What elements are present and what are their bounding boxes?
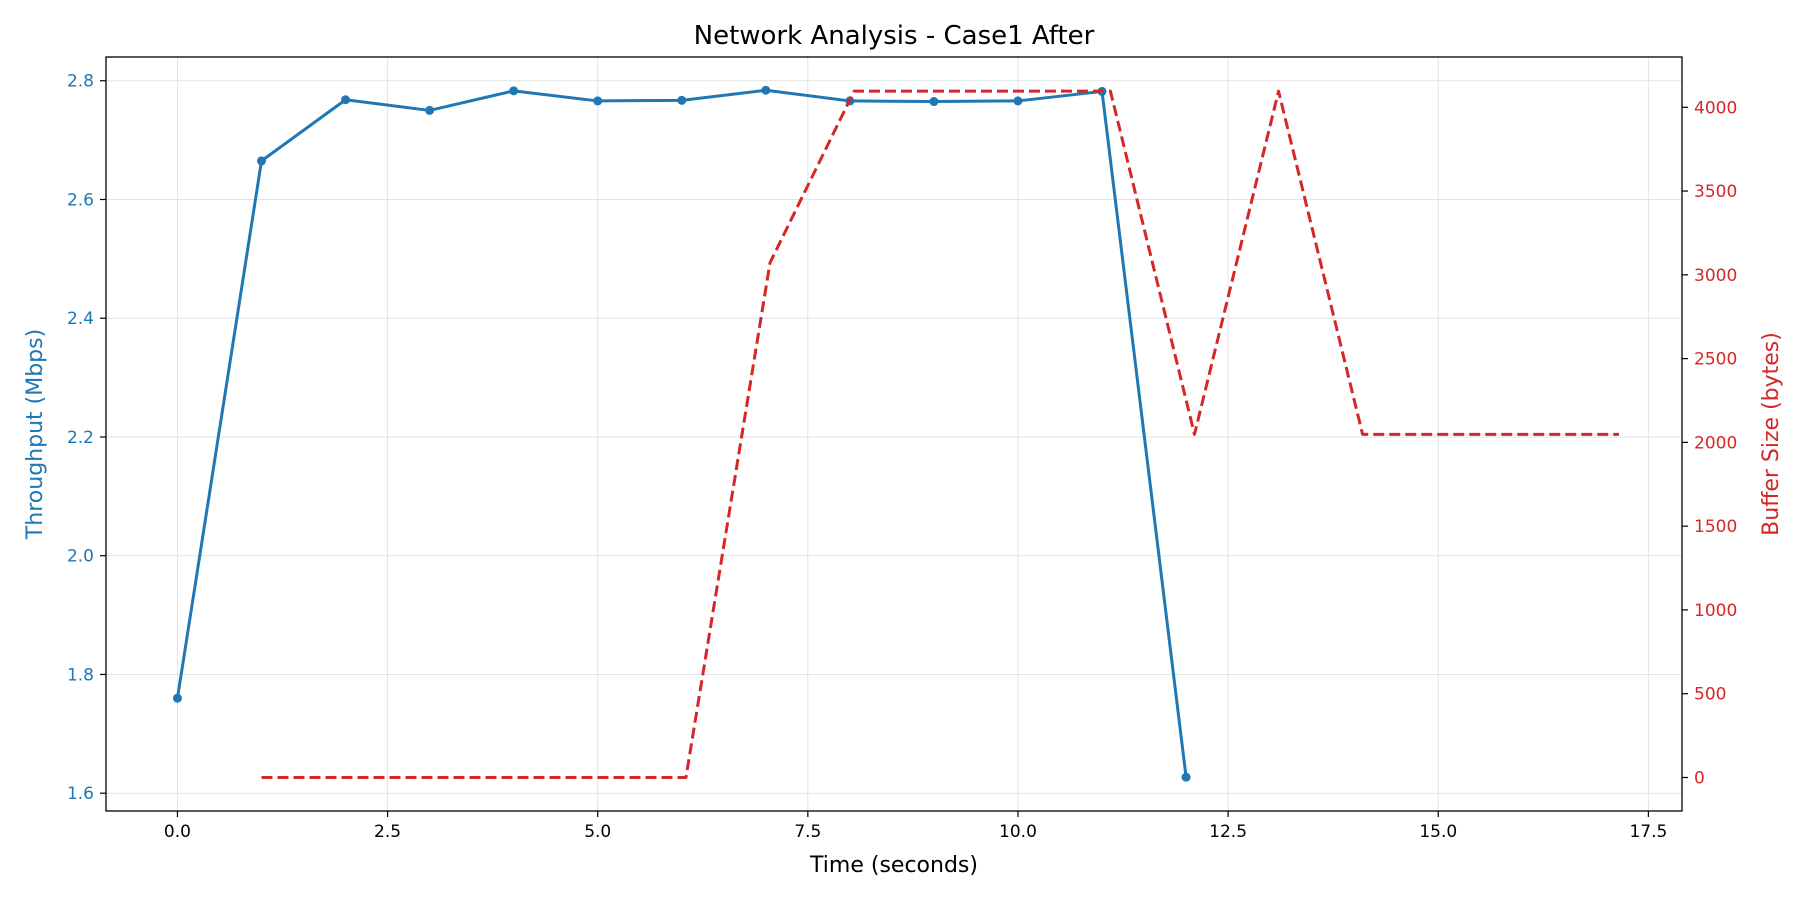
throughput-point [677,95,687,105]
throughput-point [761,85,771,95]
left-y-tick-label: 2.8 [67,72,94,92]
throughput-point [341,95,351,105]
x-tick-label: 10.0 [999,822,1037,842]
right-y-tick-label: 4000 [1694,98,1737,118]
right-y-tick-label: 3000 [1694,266,1737,286]
right-y-tick-label: 2000 [1694,433,1737,453]
left-y-tick-label: 2.2 [67,428,94,448]
x-tick-label: 7.5 [794,822,821,842]
throughput-point [929,97,939,107]
right-y-tick-label: 1500 [1694,517,1737,537]
right-y-axis-title: Buffer Size (bytes) [1759,332,1784,536]
left-y-axis-title: Throughput (Mbps) [23,329,48,540]
right-y-tick-label: 1000 [1694,601,1737,621]
chart-title: Network Analysis - Case1 After [694,21,1095,51]
right-y-tick-label: 2500 [1694,350,1737,370]
x-tick-label: 2.5 [374,822,401,842]
throughput-point [1013,96,1023,106]
right-y-tick-label: 0 [1694,768,1705,788]
left-y-tick-label: 2.4 [67,309,94,329]
throughput-point [509,86,519,96]
throughput-point [425,105,435,115]
left-y-tick-label: 2.0 [67,547,94,567]
throughput-point [172,693,182,703]
x-axis-title: Time (seconds) [809,853,978,878]
x-tick-label: 15.0 [1419,822,1457,842]
ticks-layer: 0.0 2.5 5.0 7.5 10.0 12.5 15.0 17.5 1.6 1.8 2.0 2.2… [67,72,1737,842]
x-tick-label: 12.5 [1209,822,1247,842]
throughput-point [593,96,603,106]
x-tick-label: 17.5 [1629,822,1667,842]
right-y-tick-label: 3500 [1694,182,1737,202]
x-tick-label: 0.0 [164,822,191,842]
plot-frame [105,56,1683,812]
throughput-point [256,156,266,166]
series-layer [172,85,1619,782]
left-y-tick-label: 1.8 [67,665,94,685]
left-y-tick-label: 1.6 [67,784,94,804]
right-y-tick-label: 500 [1694,685,1726,705]
throughput-point [1181,772,1191,782]
buffer-size-line [261,89,1619,779]
x-tick-label: 5.0 [584,822,611,842]
grid-layer [106,57,1682,811]
left-y-tick-label: 2.6 [67,190,94,210]
